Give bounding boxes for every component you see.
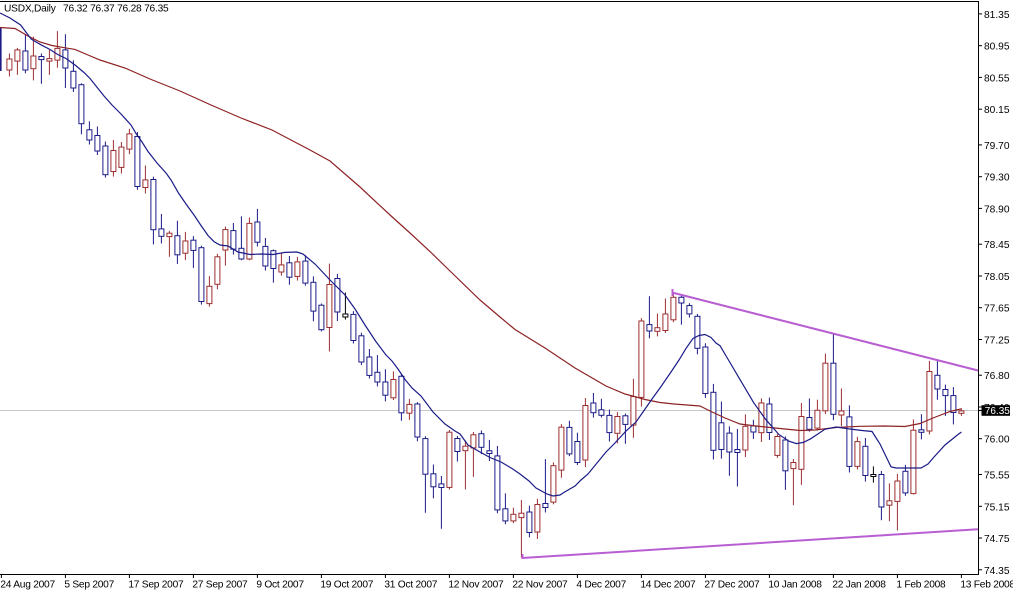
svg-text:81.35: 81.35 xyxy=(984,10,1010,21)
svg-text:80.15: 80.15 xyxy=(984,105,1010,116)
svg-text:74.35: 74.35 xyxy=(984,566,1010,577)
svg-text:24 Aug 2007: 24 Aug 2007 xyxy=(0,580,55,591)
svg-text:78.05: 78.05 xyxy=(984,272,1010,283)
svg-text:77.65: 77.65 xyxy=(984,304,1010,315)
svg-text:76.35: 76.35 xyxy=(985,406,1010,417)
svg-text:1 Feb 2008: 1 Feb 2008 xyxy=(896,580,946,591)
svg-text:12 Nov 2007: 12 Nov 2007 xyxy=(448,580,504,591)
svg-text:77.25: 77.25 xyxy=(984,336,1010,347)
svg-text:79.70: 79.70 xyxy=(984,141,1010,152)
svg-text:80.55: 80.55 xyxy=(984,73,1010,84)
svg-text:14 Dec 2007: 14 Dec 2007 xyxy=(640,580,696,591)
svg-text:31 Oct 2007: 31 Oct 2007 xyxy=(384,580,437,591)
svg-text:17 Sep 2007: 17 Sep 2007 xyxy=(128,580,184,591)
svg-text:13 Feb 2008: 13 Feb 2008 xyxy=(960,580,1013,591)
svg-text:22 Nov 2007: 22 Nov 2007 xyxy=(512,580,568,591)
svg-text:27 Sep 2007: 27 Sep 2007 xyxy=(192,580,248,591)
svg-text:78.45: 78.45 xyxy=(984,240,1010,251)
svg-text:74.75: 74.75 xyxy=(984,534,1010,545)
svg-text:9 Oct 2007: 9 Oct 2007 xyxy=(256,580,304,591)
svg-text:75.55: 75.55 xyxy=(984,471,1010,482)
svg-text:4 Dec 2007: 4 Dec 2007 xyxy=(576,580,626,591)
svg-text:76.80: 76.80 xyxy=(984,371,1010,382)
svg-text:27 Dec 2007: 27 Dec 2007 xyxy=(704,580,760,591)
svg-text:78.90: 78.90 xyxy=(984,204,1010,215)
svg-text:5 Sep 2007: 5 Sep 2007 xyxy=(64,580,114,591)
svg-text:22 Jan 2008: 22 Jan 2008 xyxy=(832,580,886,591)
svg-text:76.00: 76.00 xyxy=(984,435,1010,446)
svg-text:80.95: 80.95 xyxy=(984,42,1010,53)
svg-text:USDX,Daily 76.32 76.37 76.28: USDX,Daily 76.32 76.37 76.28 76.35 xyxy=(4,4,169,15)
svg-text:10 Jan 2008: 10 Jan 2008 xyxy=(768,580,822,591)
svg-text:19 Oct 2007: 19 Oct 2007 xyxy=(320,580,373,591)
svg-text:75.15: 75.15 xyxy=(984,502,1010,513)
svg-text:79.30: 79.30 xyxy=(984,173,1010,184)
